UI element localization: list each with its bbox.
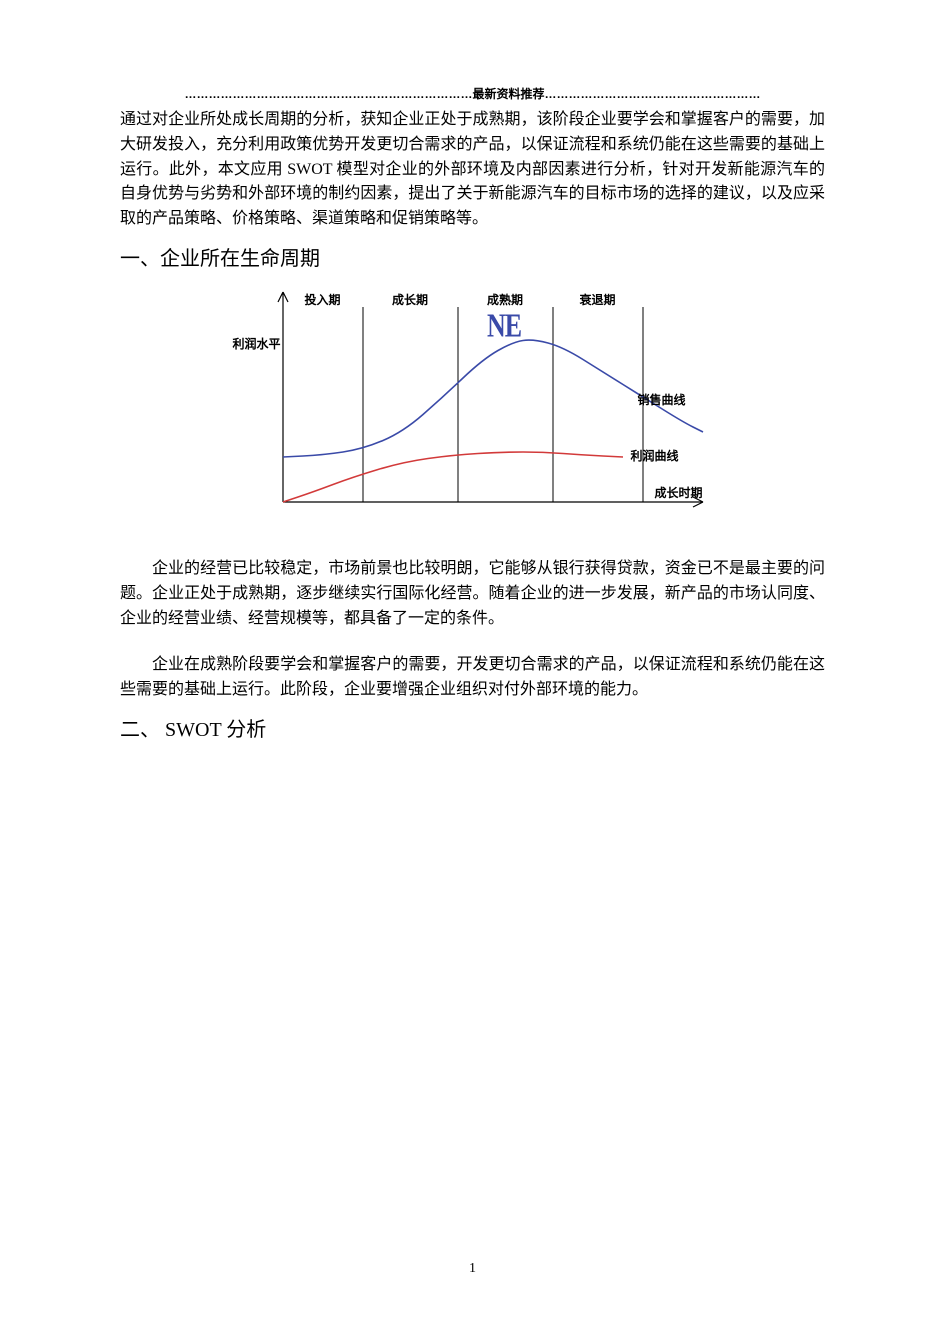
chart-phase-label-3: 衰退期 [580,291,616,308]
header-title: ………………………………………………………………最新资料推荐…………………………… [120,85,825,102]
chart-x-axis-label: 成长时期 [655,484,703,501]
section-2-heading: 二、 SWOT 分析 [120,713,825,742]
section-1-paragraph-1: 企业的经营已比较稳定，市场前景也比较明朗，它能够从银行获得贷款，资金已不是最主要… [120,557,825,631]
document-page: ………………………………………………………………最新资料推荐…………………………… [0,0,945,1337]
section-1-heading: 一、企业所在生命周期 [120,242,825,271]
chart-phase-label-0: 投入期 [305,291,341,308]
intro-paragraph: 通过对企业所处成长周期的分析，获知企业正处于成熟期，该阶段企业要学会和掌握客户的… [120,108,825,232]
lifecycle-chart: 利润水平成长时期 投入期 成长期 成熟期 衰退期 NE 销售曲线利润曲线 [233,277,713,537]
section-1-paragraph-2: 企业在成熟阶段要学会和掌握客户的需要，开发更切合需求的产品，以保证流程和系统仍能… [120,653,825,703]
chart-y-axis-label: 利润水平 [233,335,281,352]
chart-series-label-利润曲线: 利润曲线 [631,447,679,464]
chart-watermark: NE [487,306,521,345]
chart-phase-label-1: 成长期 [392,291,428,308]
chart-phase-label-2: 成熟期 [487,291,523,308]
page-number: 1 [0,1261,945,1277]
chart-series-label-销售曲线: 销售曲线 [638,391,686,408]
lifecycle-chart-container: 利润水平成长时期 投入期 成长期 成熟期 衰退期 NE 销售曲线利润曲线 [120,277,825,537]
chart-series-利润曲线 [283,452,623,502]
